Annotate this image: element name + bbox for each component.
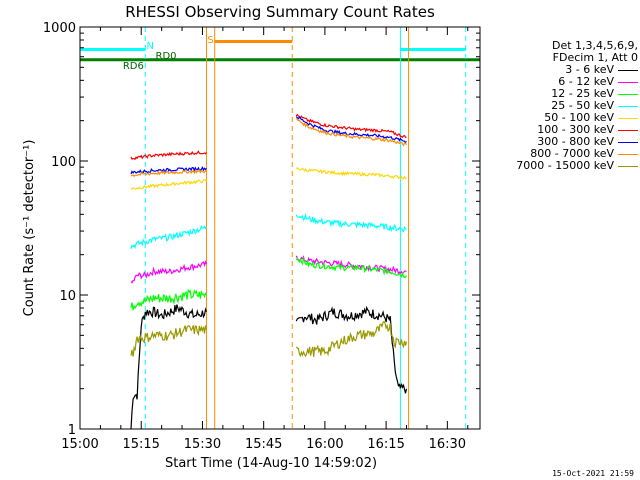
legend-header-2: FDecim 1, Att 0 [552, 51, 638, 64]
legend-label: 12 - 25 keV [551, 87, 614, 100]
annotation-1: RD0 [156, 51, 177, 62]
legend-label: 25 - 50 keV [551, 99, 614, 112]
x-tick-label-2: 15:30 [184, 437, 221, 452]
legend-item: 100 - 300 keV [470, 124, 638, 136]
series-line-8-1 [295, 320, 408, 358]
x-tick-label-6: 16:30 [429, 437, 466, 452]
legend-swatch [618, 165, 638, 167]
series-lines [130, 113, 408, 430]
series-line-7-0 [130, 169, 207, 178]
legend-swatch [618, 93, 638, 95]
series-line-0-0 [130, 304, 208, 430]
series-line-4-1 [295, 166, 407, 180]
series-line-2-1 [295, 256, 408, 279]
event-lines [144, 27, 467, 429]
timestamp: 15-Oct-2021 21:59 [552, 469, 634, 478]
annotation-3: S [207, 35, 213, 46]
legend-item: 6 - 12 keV [470, 76, 638, 88]
series-line-3-0 [130, 225, 207, 250]
legend-label: 50 - 100 keV [544, 111, 614, 124]
legend-label: 100 - 300 keV [537, 123, 614, 136]
legend-item: 12 - 25 keV [470, 88, 638, 100]
series-line-2-0 [130, 288, 207, 311]
legend-item: 300 - 800 keV [470, 136, 638, 148]
series-line-7-1 [295, 117, 407, 147]
legend-swatch [618, 69, 638, 71]
x-tick-label-1: 15:15 [122, 437, 159, 452]
legend-item: 7000 - 15000 keV [470, 160, 638, 172]
legend-item: 25 - 50 keV [470, 100, 638, 112]
x-tick-label-3: 15:45 [245, 437, 282, 452]
legend-label: 300 - 800 keV [537, 135, 614, 148]
series-line-1-0 [130, 260, 208, 284]
flag-bars [80, 39, 480, 62]
legend-header-1: Det 1,3,4,5,6,9, [551, 39, 638, 52]
series-line-4-0 [130, 179, 207, 191]
y-tick-label-3: 1000 [43, 21, 76, 36]
legend-item: 800 - 7000 keV [470, 148, 638, 160]
y-tick-label-1: 10 [59, 289, 76, 304]
legend-swatch [618, 81, 638, 83]
y-axis-label: Count Rate (s⁻¹ detector⁻¹) [22, 140, 37, 317]
annotation-0: N [147, 41, 154, 52]
legend-swatch [618, 141, 638, 143]
y-tick-label-2: 100 [51, 155, 76, 170]
x-tick-label-4: 16:00 [306, 437, 343, 452]
legend-item: 50 - 100 keV [470, 112, 638, 124]
chart-title: RHESSI Observing Summary Count Rates [125, 3, 435, 21]
legend-label: 3 - 6 keV [565, 63, 614, 76]
series-line-8-0 [130, 325, 208, 357]
series-line-5-1 [295, 113, 407, 139]
legend-item: 3 - 6 keV [470, 64, 638, 76]
legend-label: 800 - 7000 keV [530, 147, 614, 160]
series-line-0-1 [295, 305, 408, 394]
legend-label: 7000 - 15000 keV [516, 159, 614, 172]
axes: 15:00 15:15 15:30 15:45 16:00 16:15 16:30 1 10 10… [43, 21, 480, 452]
y-tick-label-0: 1 [68, 423, 76, 438]
x-tick-label-0: 15:00 [61, 437, 98, 452]
x-axis-label: Start Time (14-Aug-10 14:59:02) [165, 456, 377, 471]
legend-swatch [618, 105, 638, 107]
legend: Det 1,3,4,5,6,9, FDecim 1, Att 0 3 - 6 k… [470, 40, 638, 172]
legend-label: 6 - 12 keV [558, 75, 614, 88]
x-tick-label-5: 16:15 [367, 437, 404, 452]
series-line-6-1 [295, 115, 407, 144]
plot-frame [79, 26, 481, 430]
legend-swatch [618, 117, 638, 119]
series-line-5-0 [130, 150, 207, 161]
series-line-3-1 [295, 212, 407, 233]
annotation-2: RD6 [123, 61, 144, 72]
series-line-6-0 [130, 165, 207, 175]
legend-swatch [618, 129, 638, 131]
legend-swatch [618, 153, 638, 155]
